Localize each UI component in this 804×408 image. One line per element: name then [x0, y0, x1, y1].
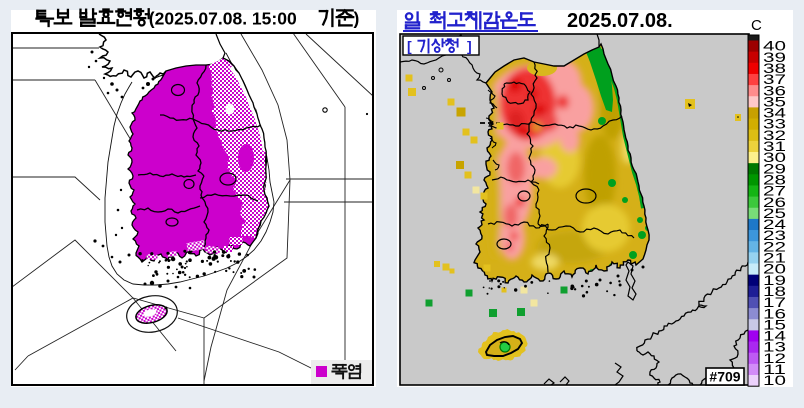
svg-text:37: 37: [763, 72, 786, 87]
svg-text:11: 11: [763, 362, 786, 377]
svg-text:15: 15: [763, 317, 786, 332]
svg-text:33: 33: [763, 117, 786, 132]
svg-text:27: 27: [763, 184, 786, 199]
svg-text:40: 40: [763, 39, 786, 54]
svg-text:36: 36: [763, 83, 786, 98]
svg-text:13: 13: [763, 340, 786, 355]
svg-text:2025.07.08.: 2025.07.08.: [567, 10, 673, 32]
svg-text:28: 28: [763, 173, 786, 188]
svg-text:C: C: [751, 17, 762, 34]
svg-text:(2025.07.08. 15:00: (2025.07.08. 15:00: [149, 9, 297, 29]
svg-text:24: 24: [763, 217, 787, 232]
svg-text:31: 31: [763, 139, 786, 154]
svg-text:30: 30: [763, 150, 786, 165]
svg-text:19: 19: [763, 273, 786, 288]
svg-text:35: 35: [763, 94, 786, 109]
svg-text:39: 39: [763, 50, 786, 65]
svg-text:23: 23: [763, 228, 786, 243]
svg-text:12: 12: [763, 351, 786, 366]
svg-text:): ): [354, 9, 360, 29]
svg-text:32: 32: [763, 128, 786, 143]
svg-text:14: 14: [763, 329, 787, 344]
svg-text:16: 16: [763, 306, 786, 321]
svg-text:20: 20: [763, 262, 786, 277]
svg-text:17: 17: [763, 295, 786, 310]
svg-text:#709: #709: [709, 369, 740, 385]
svg-text:29: 29: [763, 161, 786, 176]
svg-text:38: 38: [763, 61, 786, 76]
svg-text:34: 34: [763, 106, 787, 121]
svg-text:25: 25: [763, 206, 786, 221]
svg-text:22: 22: [763, 239, 786, 254]
svg-text:21: 21: [763, 251, 786, 266]
svg-text:18: 18: [763, 284, 786, 299]
svg-text:26: 26: [763, 195, 786, 210]
svg-text:[: [: [407, 38, 412, 54]
svg-text:10: 10: [763, 373, 786, 388]
svg-text:]: ]: [467, 38, 472, 54]
